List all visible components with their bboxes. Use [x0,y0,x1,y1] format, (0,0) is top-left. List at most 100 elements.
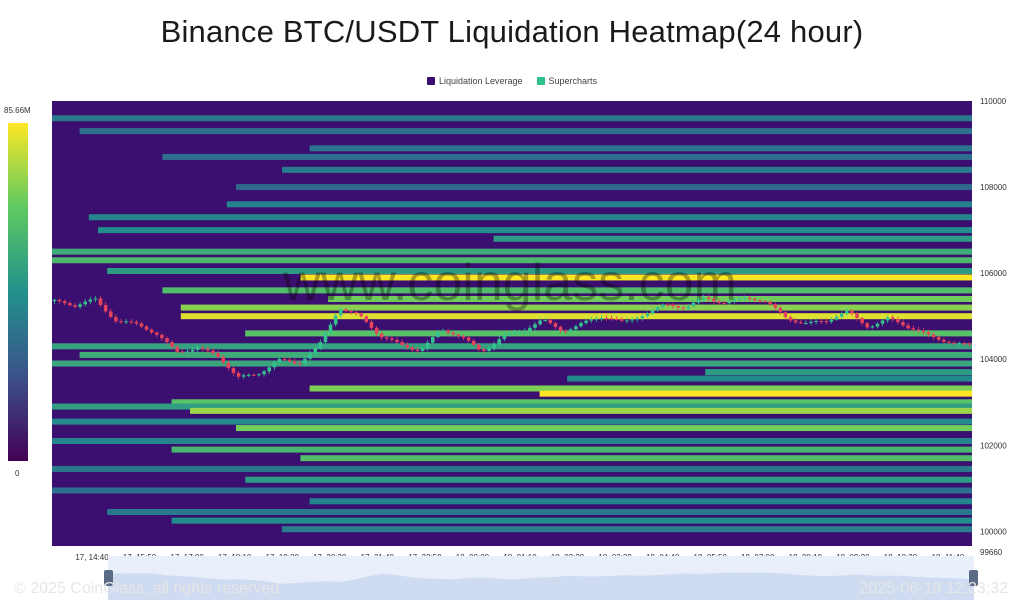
candle-body-9 [98,298,103,305]
candle-body-11 [108,311,113,318]
candle-body-81 [466,337,471,341]
price-candles [52,294,972,380]
candle-body-14 [124,321,128,323]
legend-swatch-liquidation-leverage [426,77,435,85]
legend-item-liquidation-leverage[interactable]: Liquidation Leverage [426,76,523,86]
candle-body-133 [732,299,737,302]
liquidation-bands [52,115,973,533]
candle-body-77 [446,330,450,333]
liquidation-band-15 [328,295,972,302]
candle-body-78 [451,332,456,335]
candle-body-111 [620,319,624,321]
candle-body-157 [855,313,859,319]
watermark: www.coinglass.com [282,254,737,312]
candle-body-16 [134,321,139,324]
candle-body-113 [630,319,634,321]
candle-body-23 [170,342,174,347]
candle-body-42 [267,367,272,372]
candle-body-74 [430,336,435,343]
liquidation-band-6 [226,201,973,208]
candle-body-60 [359,313,364,317]
candle-body-27 [190,349,195,352]
candle-body-131 [722,302,726,304]
candle-body-47 [292,361,297,364]
candle-body-65 [384,337,389,339]
candle-body-166 [901,322,905,326]
liquidation-band-0 [52,115,972,122]
candle-body-35 [231,368,236,374]
candle-body-29 [200,347,205,349]
y-tick-label-3: 104000 [980,355,1007,364]
scroller-right-handle[interactable] [969,570,978,586]
legend-item-supercharts[interactable]: Supercharts [536,76,598,86]
candle-body-63 [374,327,379,334]
candle-body-139 [763,301,767,303]
candle-body-20 [154,332,159,335]
candle-body-92 [522,330,527,333]
candle-body-48 [298,363,302,365]
candle-body-137 [752,298,757,301]
candle-body-37 [241,375,246,377]
liquidation-band-22 [705,369,972,376]
candle-body-158 [860,318,864,324]
candle-body-145 [793,320,798,323]
colorbar: 85.66M 0 [4,106,31,478]
liquidation-band-18 [245,330,972,337]
candle-body-109 [609,318,614,320]
legend-swatch-supercharts [536,77,545,85]
liquidation-band-23 [567,375,972,382]
candle-body-1 [57,299,62,302]
candle-body-32 [216,353,220,357]
candle-body-108 [604,318,609,320]
range-scroller[interactable] [104,556,978,600]
candle-body-112 [625,320,629,322]
candle-body-58 [349,311,353,313]
liquidation-band-19 [52,343,972,350]
candle-body-121 [671,304,675,307]
candle-body-170 [921,330,926,333]
candle-body-44 [277,358,282,363]
candle-body-28 [195,347,200,350]
y-tick-label-6: 99660 [980,548,1003,557]
y-tick-label-4: 102000 [980,441,1007,450]
candle-body-69 [405,344,410,348]
candle-body-15 [129,321,134,323]
legend: Liquidation Leverage Supercharts [0,76,1024,86]
candle-body-83 [476,344,481,350]
candle-body-122 [676,306,680,308]
candle-body-168 [911,328,916,330]
candle-body-136 [747,297,752,299]
scroller-left-handle[interactable] [104,570,113,586]
candle-body-161 [875,323,880,327]
liquidation-band-36 [52,487,972,494]
liquidation-band-38 [107,509,972,516]
candle-body-2 [62,301,67,304]
candle-body-163 [885,317,890,321]
liquidation-band-25 [539,390,972,397]
liquidation-band-14 [162,287,972,294]
legend-label-liquidation-leverage: Liquidation Leverage [438,76,523,86]
candle-body-160 [870,326,875,328]
candle-body-13 [119,321,123,323]
candle-body-38 [246,374,251,376]
legend-label-supercharts: Supercharts [548,76,598,86]
candle-body-146 [798,322,803,324]
candle-body-54 [328,324,333,334]
candle-body-156 [850,310,854,314]
candle-body-22 [165,338,169,343]
candle-body-19 [149,329,154,333]
candle-body-107 [599,318,604,320]
candle-body-130 [717,301,721,303]
candle-body-129 [712,298,716,302]
liquidation-band-39 [171,517,973,524]
candle-body-123 [681,307,686,309]
liquidation-band-20 [79,351,973,358]
candle-body-84 [482,349,486,352]
candle-body-68 [400,342,404,345]
candle-body-101 [568,329,573,332]
candle-body-143 [783,312,788,318]
candle-body-25 [180,351,185,353]
liquidation-band-37 [309,498,973,505]
footer-timestamp: 2025-06-18 12:23:32 [859,580,1008,597]
